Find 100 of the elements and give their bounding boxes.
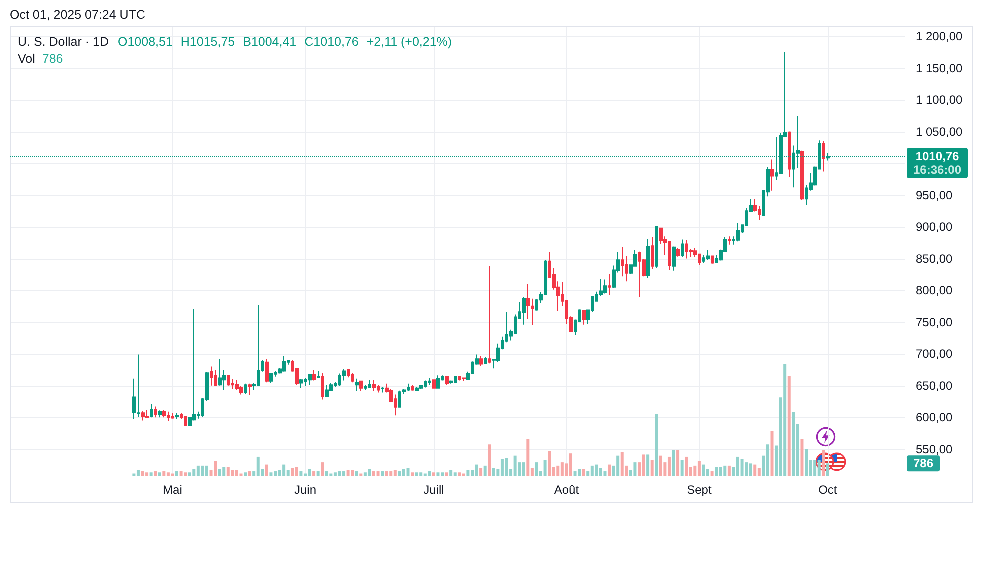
bar bbox=[428, 472, 432, 476]
candlestick bbox=[265, 358, 269, 384]
bar bbox=[154, 472, 158, 476]
candlestick bbox=[218, 358, 222, 386]
bar bbox=[792, 412, 796, 476]
bar bbox=[458, 472, 462, 476]
bar bbox=[368, 469, 372, 476]
bar bbox=[158, 472, 162, 476]
bar bbox=[672, 450, 676, 476]
bar bbox=[535, 462, 538, 476]
bar bbox=[544, 460, 547, 476]
candlestick bbox=[788, 131, 791, 178]
bar bbox=[500, 459, 504, 476]
bar bbox=[192, 469, 196, 476]
bar bbox=[376, 472, 380, 476]
candlestick bbox=[608, 274, 611, 296]
bar bbox=[325, 472, 328, 476]
candlestick bbox=[449, 380, 453, 384]
candlestick bbox=[621, 246, 624, 278]
bar bbox=[578, 469, 582, 476]
bar bbox=[385, 472, 388, 476]
y-tick-label: 900,00 bbox=[916, 220, 954, 234]
candlestick bbox=[646, 238, 650, 279]
bar bbox=[710, 472, 714, 476]
bar bbox=[655, 414, 658, 476]
bar bbox=[522, 462, 526, 476]
ref-line-label: 1010,76 bbox=[916, 150, 960, 164]
candlestick bbox=[676, 248, 680, 258]
bar bbox=[616, 456, 620, 476]
bar bbox=[312, 472, 316, 476]
y-tick-label: 800,00 bbox=[916, 284, 954, 298]
bar bbox=[231, 470, 234, 476]
candlestick bbox=[681, 239, 684, 258]
bar bbox=[351, 470, 354, 476]
bar bbox=[282, 464, 286, 476]
y-tick-label: 550,00 bbox=[916, 442, 954, 456]
bar bbox=[788, 376, 791, 476]
candlestick bbox=[325, 384, 329, 398]
bar bbox=[745, 462, 748, 476]
candlestick bbox=[603, 279, 607, 294]
bar bbox=[436, 472, 440, 476]
candlestick bbox=[359, 380, 363, 392]
candlestick bbox=[308, 374, 312, 386]
candlestick bbox=[347, 368, 350, 378]
bar bbox=[166, 472, 170, 476]
bar bbox=[595, 464, 598, 476]
bar bbox=[321, 462, 324, 476]
candlestick bbox=[154, 406, 157, 418]
annotation: +2,11 (+0,21%) bbox=[366, 35, 452, 49]
bar bbox=[766, 444, 770, 476]
annotation: O1008,51 bbox=[118, 35, 173, 49]
bar bbox=[218, 469, 222, 476]
bar bbox=[406, 468, 410, 476]
candlestick bbox=[728, 236, 731, 246]
x-tick-label: Juin bbox=[294, 483, 316, 497]
bar bbox=[308, 469, 312, 476]
bar bbox=[420, 472, 423, 476]
annotation: C1010,76 bbox=[304, 35, 359, 49]
bar bbox=[480, 468, 483, 476]
candlestick bbox=[436, 375, 440, 389]
bar bbox=[205, 466, 208, 476]
bar bbox=[248, 472, 252, 476]
bar bbox=[295, 467, 298, 476]
candlestick bbox=[269, 372, 273, 384]
candlestick bbox=[479, 355, 483, 367]
bar bbox=[381, 472, 384, 476]
bar bbox=[719, 467, 722, 476]
bar bbox=[822, 450, 826, 476]
y-tick-label: 750,00 bbox=[916, 315, 954, 330]
bar bbox=[582, 469, 586, 476]
annotation: Vol bbox=[18, 52, 36, 66]
bar bbox=[270, 472, 273, 476]
bar bbox=[590, 466, 594, 476]
bar bbox=[180, 472, 183, 476]
y-tick-label: 1 150,00 bbox=[916, 61, 964, 76]
y-tick-label: 650,00 bbox=[916, 378, 954, 393]
candlestick bbox=[411, 384, 414, 392]
candlestick bbox=[736, 222, 740, 242]
y-tick-label: 700,00 bbox=[916, 347, 954, 362]
candlestick bbox=[244, 383, 247, 395]
bar bbox=[620, 452, 624, 476]
bar bbox=[196, 466, 200, 476]
candlestick bbox=[428, 378, 431, 386]
bar bbox=[222, 467, 226, 476]
bar bbox=[676, 450, 680, 476]
y-tick-label: 600,00 bbox=[916, 410, 954, 425]
candlestick bbox=[651, 236, 654, 270]
annotation: H1015,75 bbox=[180, 35, 236, 49]
bar bbox=[784, 364, 787, 476]
text: U. S. Dollar · 1D bbox=[18, 35, 109, 49]
bar bbox=[749, 464, 752, 476]
bar bbox=[488, 444, 492, 476]
candlestick bbox=[368, 380, 371, 389]
bar bbox=[265, 464, 268, 476]
bar bbox=[724, 466, 727, 476]
bar bbox=[694, 466, 697, 476]
bar bbox=[608, 464, 612, 476]
candlestick bbox=[672, 246, 676, 272]
bar bbox=[514, 456, 517, 476]
candlestick bbox=[822, 140, 825, 172]
